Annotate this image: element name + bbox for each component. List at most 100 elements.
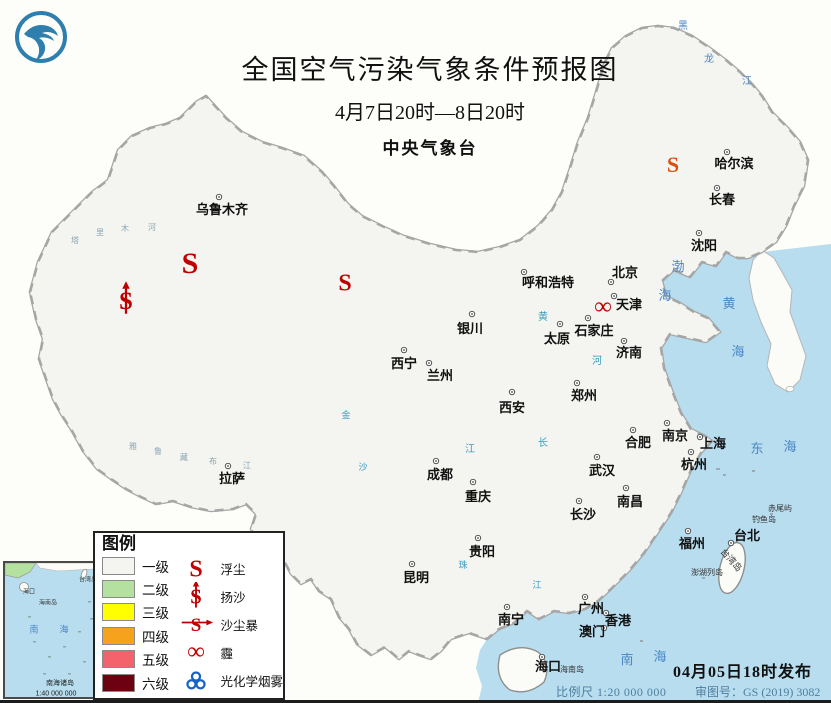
city-天津: 天津 [610, 292, 642, 312]
city-长沙: 长沙 [570, 497, 596, 522]
inset-hainan [19, 582, 29, 592]
legend-level-swatch [102, 650, 135, 669]
city-label: 上海 [700, 436, 726, 451]
legend-title: 图例 [102, 534, 136, 553]
geo-label: 钓鱼岛 [752, 514, 776, 524]
legend-symbol-row: ∞ 霾 [176, 639, 283, 667]
taiwan-island [718, 541, 746, 595]
city-乌鲁木齐: 乌鲁木齐 [196, 193, 249, 217]
island-specks [640, 468, 773, 642]
symbol-fuchen: S [338, 271, 351, 297]
symbol-yangsha: S [119, 281, 133, 315]
city-label: 武汉 [589, 463, 616, 478]
legend-symbol-label: 浮尘 [220, 562, 246, 577]
city-西安: 西安 [499, 388, 525, 415]
shachenbao-icon: S [182, 615, 214, 636]
release-time: 04月05日18时发布 [672, 664, 812, 681]
geo-label: 海南岛 [560, 664, 584, 674]
city-兰州: 兰州 [425, 359, 453, 383]
svg-text:S: S [191, 615, 202, 636]
geo-label: 黄 [722, 296, 735, 311]
symbol-fuchen: S [667, 152, 679, 177]
cma-logo-swirl [24, 25, 58, 60]
legend-level-label: 三级 [142, 606, 169, 622]
city-银川: 银川 [457, 310, 483, 336]
south-china-sea-inset: 台湾岛 海口 海南岛南 海南海诸岛 1:40 000 000 [3, 561, 96, 699]
fuchen-icon: S [190, 557, 203, 582]
city-重庆: 重庆 [465, 478, 491, 504]
inset-label: 台湾岛 [78, 577, 96, 584]
geo-label: 珠 [458, 559, 467, 570]
geo-label: 塔 [71, 235, 79, 245]
city-label: 济南 [616, 345, 642, 360]
city-南昌: 南昌 [617, 484, 643, 509]
geo-label: 江 [243, 461, 251, 470]
city-label: 成都 [427, 467, 453, 482]
city-成都: 成都 [427, 457, 453, 482]
weather-phenomenon-symbols: S S S S ∞ [119, 152, 679, 320]
legend-symbol-row: S 沙尘暴 [176, 610, 283, 638]
city-拉萨: 拉萨 [219, 462, 245, 486]
inset-label: 南 [29, 624, 39, 635]
geo-label: 鲁 [154, 446, 162, 456]
city-杭州: 杭州 [681, 448, 707, 472]
geo-label: 海 [653, 649, 666, 664]
cma-logo [15, 11, 67, 63]
legend-symbol-row: 光化学烟雾 [176, 667, 283, 695]
city-昆明: 昆明 [403, 560, 429, 585]
legend-symbol-label: 扬沙 [220, 590, 246, 605]
city-label: 海口 [535, 659, 561, 674]
city-石家庄: 石家庄 [573, 314, 614, 338]
inset-map [5, 563, 94, 697]
city-label: 台北 [734, 528, 760, 543]
jeju-island [785, 385, 795, 392]
legend-symbol-label: 光化学烟雾 [220, 675, 283, 690]
legend-symbol-label: 沙尘暴 [220, 618, 258, 633]
legend-level-swatch [102, 580, 135, 599]
city-label: 西安 [499, 400, 525, 415]
city-label: 澳门 [579, 624, 605, 639]
city-西宁: 西宁 [391, 346, 417, 371]
inset-mainland-green [5, 563, 37, 579]
city-香港: 香港 [602, 609, 632, 628]
yangsha-icon: S [191, 582, 202, 609]
city-label: 拉萨 [219, 471, 245, 486]
city-label: 香港 [604, 613, 632, 628]
map-scale: 比例尺 1:20 000 000 [556, 685, 667, 699]
city-label: 昆明 [403, 570, 429, 585]
sea-and-river-labels: 渤海黄海东 海南 海黄河长江金沙珠江黑龙江塔里木河雅鲁藏布江钓鱼岛赤尾屿澎湖列岛台湾… [71, 20, 797, 674]
geo-label: 木 [121, 223, 129, 233]
legend-symbol-row: S 扬沙 [176, 582, 283, 610]
inset-mainland-white [35, 563, 94, 572]
legend-level-label: 一级 [142, 559, 169, 575]
svg-text:∞: ∞ [188, 639, 205, 665]
city-海口: 海口 [535, 653, 561, 674]
city-合肥: 合肥 [625, 426, 651, 450]
legend-level-row: 二级 [102, 577, 176, 600]
legend-level-swatch [102, 603, 135, 622]
symbol-fuchen: S [182, 247, 199, 280]
svg-text:S: S [182, 247, 199, 280]
city-label: 北京 [612, 265, 638, 280]
city-label: 杭州 [681, 457, 707, 472]
city-label: 福州 [678, 536, 705, 551]
geo-label: 海 [783, 439, 796, 454]
smog-icon [186, 671, 207, 690]
geo-label: 南 [620, 652, 633, 667]
hainan-island [497, 647, 548, 693]
inset-island-specks [28, 601, 93, 675]
city-label: 哈尔滨 [714, 156, 753, 171]
geo-label: 江 [465, 443, 475, 455]
city-太原: 太原 [543, 320, 570, 346]
city-label: 合肥 [625, 435, 651, 450]
geo-label: 龙 [704, 52, 714, 65]
city-北京: 北京 [607, 265, 638, 286]
city-南京: 南京 [662, 419, 688, 443]
geo-label: 澎湖列岛 [691, 567, 723, 577]
city-沈阳: 沈阳 [691, 229, 717, 253]
geo-label: 黄 [538, 310, 548, 323]
